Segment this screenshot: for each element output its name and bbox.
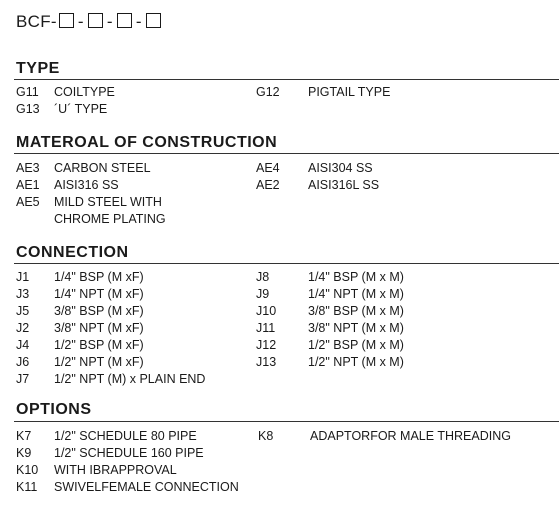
list-item: AE5 MILD STEEL WITH (16, 195, 162, 209)
list-item: AE4 AISI304 SS (256, 161, 373, 175)
list-item: J12 1/2" BSP (M x M) (256, 338, 404, 352)
list-item: J10 3/8" BSP (M x M) (256, 304, 404, 318)
type-left-list: G11 COILTYPE G13 ´U´ TYPE (16, 84, 115, 118)
list-item: K10 WITH IBRAPPROVAL (16, 463, 177, 477)
separator: - (77, 12, 84, 31)
list-item: K7 1/2" SCHEDULE 80 PIPE (16, 429, 197, 443)
list-item: J6 1/2" NPT (M xF) (16, 355, 144, 369)
list-item: K9 1/2" SCHEDULE 160 PIPE (16, 446, 204, 460)
code-box-4 (145, 13, 161, 28)
list-item: K8 ADAPTORFOR MALE THREADING (258, 429, 511, 443)
list-item: J13 1/2" NPT (M x M) (256, 355, 404, 369)
list-item: AE3 CARBON STEEL (16, 161, 151, 175)
list-item: AE2 AISI316L SS (256, 178, 380, 192)
separator: - (106, 12, 113, 31)
list-item: J11 3/8" NPT (M x M) (256, 321, 404, 335)
options-right-list: K8 ADAPTORFOR MALE THREADING (258, 428, 511, 445)
list-item: K11 SWIVELFEMALE CONNECTION (16, 480, 239, 494)
separator: - (135, 12, 142, 31)
list-item: J9 1/4" NPT (M x M) (256, 287, 404, 301)
material-rule (14, 153, 559, 154)
model-designation: BCF- - - - (16, 12, 163, 32)
list-item: G11 COILTYPE (16, 85, 115, 99)
type-heading: TYPE (16, 60, 60, 77)
code-box-1 (58, 13, 74, 28)
material-right-list: AE4 AISI304 SS AE2 AISI316L SS (256, 160, 379, 194)
type-rule (14, 79, 559, 80)
list-item: J3 1/4" NPT (M xF) (16, 287, 144, 301)
options-left-list: K7 1/2" SCHEDULE 80 PIPE K9 1/2" SCHEDULE … (16, 428, 239, 496)
connection-heading: CONNECTION (16, 244, 129, 261)
material-left-list: AE3 CARBON STEEL AE1 AISI316 SS AE5 MILD ST… (16, 160, 166, 228)
list-item: J5 3/8" BSP (M xF) (16, 304, 144, 318)
list-item: J8 1/4" BSP (M x M) (256, 270, 404, 284)
list-item: J1 1/4" BSP (M xF) (16, 270, 144, 284)
connection-left-list: J1 1/4" BSP (M xF) J3 1/4" NPT (M xF) J5 3/… (16, 269, 205, 388)
list-item: G13 ´U´ TYPE (16, 102, 108, 116)
list-item: AE1 AISI316 SS (16, 178, 119, 192)
options-heading: OPTIONS (16, 401, 92, 418)
options-rule (14, 421, 559, 422)
code-box-2 (87, 13, 103, 28)
material-heading: MATEROAL OF CONSTRUCTION (16, 134, 278, 151)
model-prefix: BCF- (16, 12, 57, 31)
list-item: CHROME PLATING (54, 212, 166, 226)
type-right-list: G12 PIGTAIL TYPE (256, 84, 390, 101)
list-item: J7 1/2" NPT (M) x PLAIN END (16, 372, 206, 386)
list-item: J4 1/2" BSP (M xF) (16, 338, 144, 352)
connection-rule (14, 263, 559, 264)
list-item: G12 PIGTAIL TYPE (256, 85, 391, 99)
code-box-3 (116, 13, 132, 28)
list-item: J2 3/8" NPT (M xF) (16, 321, 144, 335)
connection-right-list: J8 1/4" BSP (M x M) J9 1/4" NPT (M x M) J1… (256, 269, 404, 371)
